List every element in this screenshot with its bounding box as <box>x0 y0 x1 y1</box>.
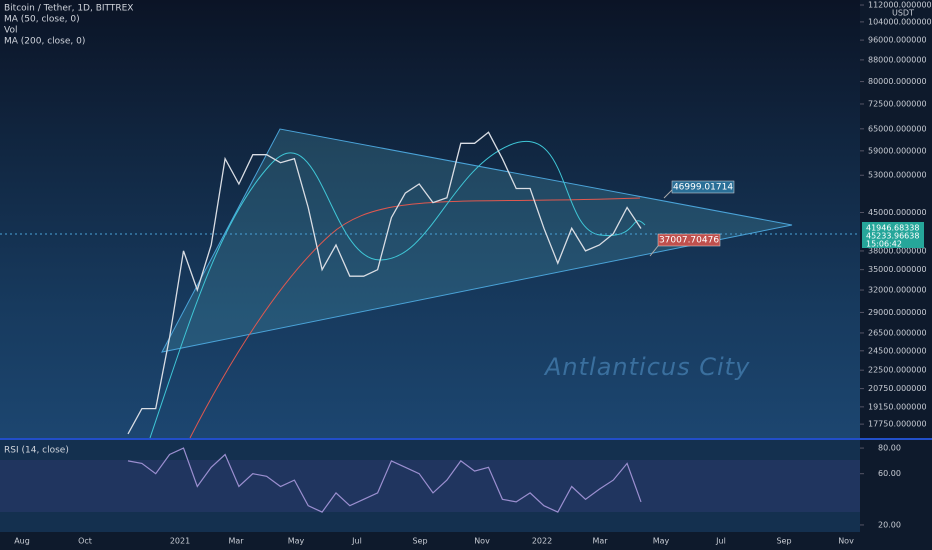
x-tick-label: Sep <box>776 537 791 546</box>
countdown: 15:06:42 <box>866 240 902 249</box>
ma50-line <box>149 141 646 439</box>
currency: USDT <box>892 9 914 18</box>
rsi-tick-label: 60.00 <box>878 469 901 478</box>
indicator: Vol <box>4 26 17 36</box>
y-tick-label: 72500.000000 <box>868 99 927 108</box>
callout-line <box>649 245 659 257</box>
y-tick-label: 96000.000000 <box>868 36 927 45</box>
x-tick-label: Jul <box>715 537 726 546</box>
y-tick-label: 112000.000000 <box>868 1 932 10</box>
x-tick-label: Aug <box>14 537 30 546</box>
y-tick-label: 19150.000000 <box>868 402 927 411</box>
callout-line <box>663 189 673 199</box>
y-tick-label: 88000.000000 <box>868 55 927 64</box>
x-tick-label: Jul <box>351 537 362 546</box>
annotation-box <box>657 233 721 247</box>
price-line <box>127 131 642 435</box>
annotation-label: 37007.70476 <box>659 236 719 246</box>
symbol-title: Bitcoin / Tether, 1D, BITTREX <box>4 4 133 14</box>
price-pane <box>0 0 860 438</box>
watermark: Antlanticus City <box>543 353 750 381</box>
y-tick-label: 29000.000000 <box>868 308 927 317</box>
y-tick-label: 45000.000000 <box>868 208 927 217</box>
annotation-label: 46999.01714 <box>673 183 733 193</box>
x-tick-label: May <box>653 537 670 546</box>
price-label: 45233.96638 <box>866 232 919 241</box>
x-tick-label: Mar <box>592 537 608 546</box>
ma200-line <box>189 197 641 439</box>
x-tick-label: Nov <box>838 537 854 546</box>
y-tick-label: 53000.000000 <box>868 171 927 180</box>
y-tick-label: 32000.000000 <box>868 286 927 295</box>
triangle-drawing <box>161 128 793 353</box>
rsi-pane <box>0 440 860 532</box>
rsi-title: RSI (14, close) <box>4 446 69 456</box>
rsi-tick-label: 80.00 <box>878 444 901 453</box>
x-tick-label: Nov <box>474 537 490 546</box>
indicator: MA (200, close, 0) <box>4 37 85 47</box>
x-tick-label: Sep <box>412 537 427 546</box>
price-axis <box>860 0 932 550</box>
x-tick-label: 2022 <box>532 537 552 546</box>
y-tick-label: 65000.000000 <box>868 124 927 133</box>
x-tick-label: Mar <box>228 537 244 546</box>
y-tick-label: 38000.000000 <box>868 246 927 255</box>
price-box <box>862 222 924 248</box>
x-tick-label: Oct <box>78 537 92 546</box>
y-tick-label: 104000.000000 <box>868 17 932 26</box>
y-tick-label: 35000.000000 <box>868 265 927 274</box>
rsi-line <box>127 447 642 513</box>
indicator: MA (50, close, 0) <box>4 15 80 25</box>
price-label: 41946.68338 <box>866 224 919 233</box>
y-tick-label: 17750.000000 <box>868 420 927 429</box>
y-tick-label: 26500.000000 <box>868 328 927 337</box>
time-axis <box>0 532 860 550</box>
y-tick-label: 22500.000000 <box>868 366 927 375</box>
x-tick-label: May <box>288 537 305 546</box>
x-tick-label: 2021 <box>170 537 190 546</box>
y-tick-label: 24500.000000 <box>868 346 927 355</box>
y-tick-label: 59000.000000 <box>868 146 927 155</box>
rsi-tick-label: 20.00 <box>878 520 901 529</box>
y-tick-label: 20750.000000 <box>868 384 927 393</box>
y-tick-label: 80000.000000 <box>868 77 927 86</box>
annotation-box <box>671 180 735 194</box>
rsi-band <box>0 460 860 512</box>
